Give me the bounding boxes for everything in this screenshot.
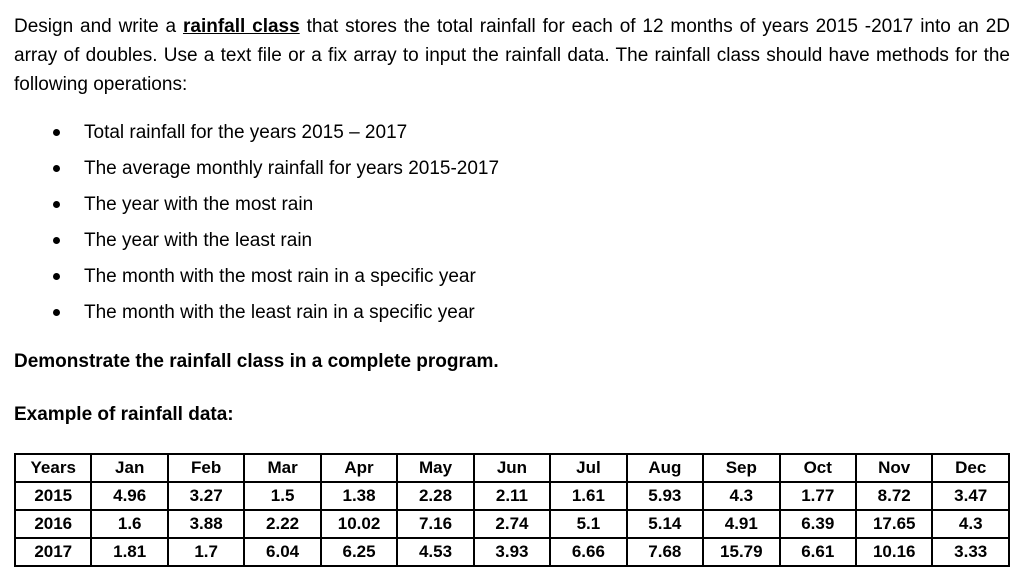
rainfall-value-cell: 2.28 [396,481,475,511]
rainfall-value-cell: 1.7 [166,537,246,567]
table-row: 2016 1.6 3.88 2.22 10.02 7.16 2.74 5.1 5.14 4.91 6… [13,509,1010,539]
rainfall-value-cell: 1.5 [243,481,322,511]
table-header-cell: Mar [243,453,322,483]
rainfall-value-cell: 6.25 [319,537,399,567]
rainfall-value-cell: 4.91 [702,509,781,539]
rainfall-value-cell: 15.79 [702,537,781,567]
rainfall-value-cell: 6.61 [778,537,857,567]
rainfall-value-cell: 10.16 [854,537,934,567]
operation-item: The month with the most rain in a specif… [53,265,1010,288]
table-body: 2015 4.96 3.27 1.5 1.38 2.28 2.11 1.61 5.93 4.3 1.… [13,481,1010,567]
rainfall-value-cell: 2.11 [472,481,552,511]
table-header-cell: Aug [625,453,705,483]
table-header-cell: Jun [472,453,552,483]
year-cell: 2016 [13,509,93,539]
table-row: 2017 1.81 1.7 6.04 6.25 4.53 3.93 6.66 7.68 15.79… [13,537,1010,567]
table-header-cell: Nov [854,453,934,483]
rainfall-data-table: Years Jan Feb Mar Apr May Jun Jul Aug Sep Oct Nov De… [13,453,1010,567]
rainfall-value-cell: 7.68 [625,537,705,567]
rainfall-value-cell: 3.47 [931,481,1010,511]
operation-item: Total rainfall for the years 2015 – 2017 [53,121,1010,144]
rainfall-value-cell: 4.3 [702,481,781,511]
rainfall-value-cell: 2.22 [243,509,322,539]
table-header-cell: Years [13,453,93,483]
rainfall-value-cell: 8.72 [854,481,934,511]
rainfall-value-cell: 5.93 [625,481,705,511]
rainfall-value-cell: 6.39 [778,509,857,539]
table-header-cell: Dec [931,453,1010,483]
table-header-row: Years Jan Feb Mar Apr May Jun Jul Aug Sep Oct Nov De… [13,453,1010,483]
table-row: 2015 4.96 3.27 1.5 1.38 2.28 2.11 1.61 5.93 4.3 1.… [13,481,1010,511]
rainfall-value-cell: 4.96 [90,481,169,511]
rainfall-value-cell: 1.77 [778,481,857,511]
rainfall-value-cell: 4.53 [396,537,475,567]
table-header-cell: Jul [549,453,628,483]
year-cell: 2017 [13,537,93,567]
rainfall-value-cell: 3.27 [166,481,246,511]
rainfall-value-cell: 3.88 [166,509,246,539]
year-cell: 2015 [13,481,93,511]
rainfall-value-cell: 1.61 [549,481,628,511]
operation-item: The year with the least rain [53,229,1010,252]
operations-list: Total rainfall for the years 2015 – 2017… [14,121,1010,324]
rainfall-value-cell: 6.66 [549,537,628,567]
rainfall-value-cell: 1.38 [319,481,399,511]
rainfall-value-cell: 6.04 [243,537,322,567]
rainfall-value-cell: 4.3 [931,509,1010,539]
operation-item: The month with the least rain in a speci… [53,301,1010,324]
intro-paragraph: Design and write a rainfall class that s… [14,12,1010,99]
rainfall-value-cell: 10.02 [319,509,399,539]
table-header-cell: Feb [166,453,246,483]
intro-text-after: that stores the total rainfall for each … [14,16,1010,95]
example-data-heading: Example of rainfall data: [14,404,234,425]
rainfall-value-cell: 1.81 [90,537,169,567]
table-header-cell: Sep [702,453,781,483]
rainfall-value-cell: 2.74 [472,509,552,539]
rainfall-value-cell: 1.6 [90,509,169,539]
demonstrate-statement: Demonstrate the rainfall class in a comp… [14,351,499,372]
rainfall-value-cell: 5.14 [625,509,705,539]
rainfall-value-cell: 7.16 [396,509,475,539]
rainfall-class-term: rainfall class [182,16,300,37]
rainfall-value-cell: 17.65 [854,509,934,539]
table-header-cell: Oct [778,453,857,483]
rainfall-value-cell: 3.93 [472,537,552,567]
operation-item: The average monthly rainfall for years 2… [53,157,1010,180]
table-header-cell: Jan [90,453,169,483]
rainfall-value-cell: 5.1 [549,509,628,539]
table-header-cell: May [396,453,475,483]
intro-text-before: Design and write a [14,16,183,37]
rainfall-value-cell: 3.33 [931,537,1010,567]
table-header-cell: Apr [319,453,399,483]
operation-item: The year with the most rain [53,193,1010,216]
